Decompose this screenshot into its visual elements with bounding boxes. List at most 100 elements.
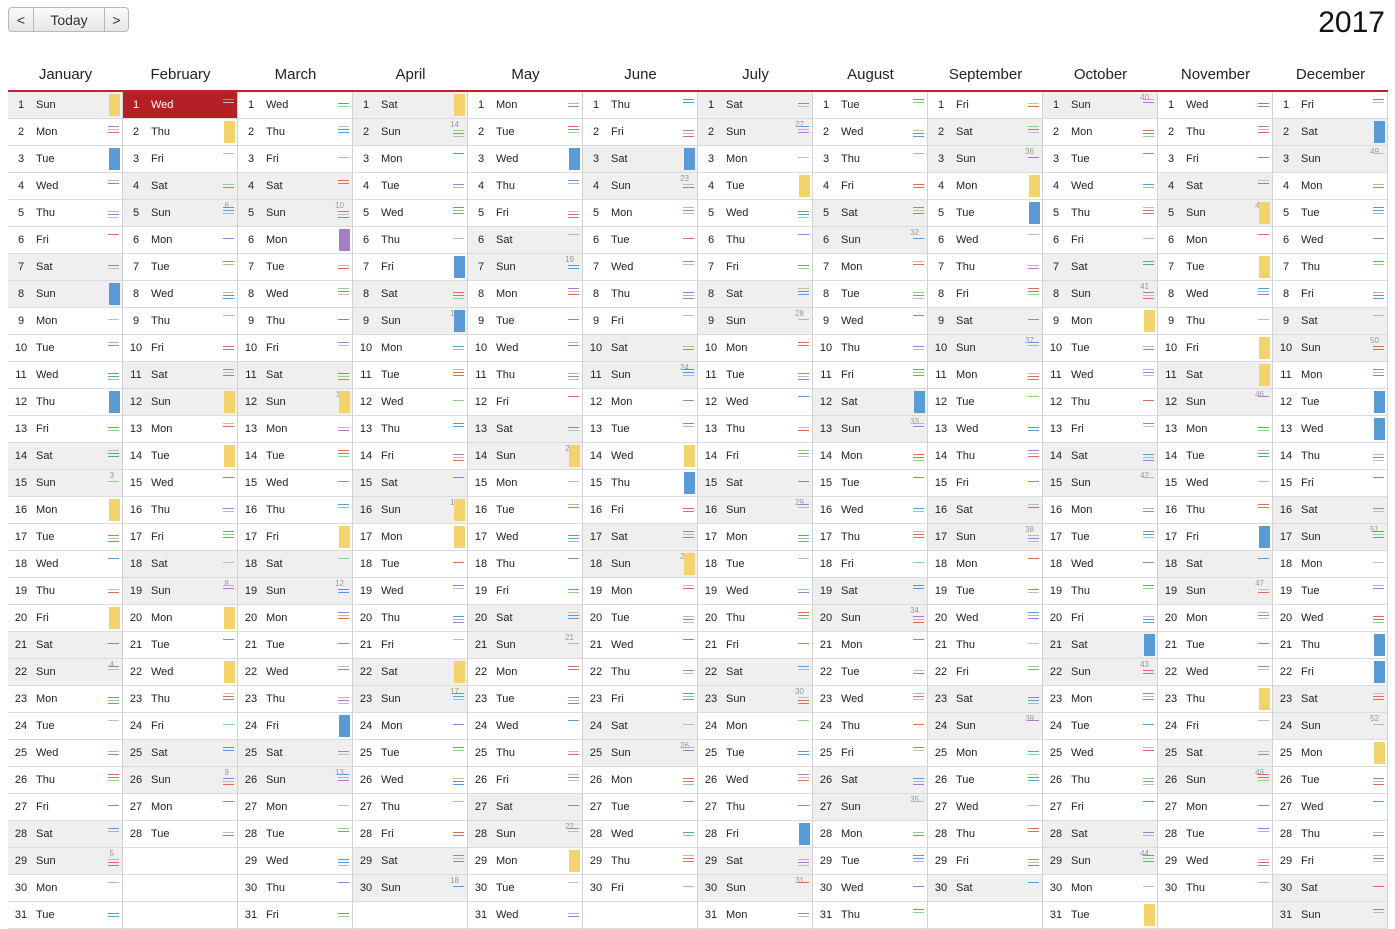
event-lines[interactable] [453,743,464,763]
event-lines[interactable] [338,176,349,196]
day-cell[interactable]: 25 Mon [1273,740,1387,767]
day-cell[interactable]: 23 Sun 17 [353,686,467,713]
day-cell[interactable]: 16 Mon [1043,497,1157,524]
event-lines[interactable] [913,500,924,520]
event-lines[interactable] [338,149,349,169]
day-cell[interactable]: 22 Sun 4 [8,659,122,686]
event-lines[interactable] [568,122,579,142]
event-lines[interactable] [1028,689,1039,709]
event-lines[interactable] [108,365,119,385]
event-lines[interactable] [913,527,924,547]
event-block[interactable] [684,445,695,467]
day-cell[interactable]: 27 Mon [238,794,352,821]
event-lines[interactable] [1373,608,1384,628]
day-cell[interactable]: 7 Mon [813,254,927,281]
event-lines[interactable] [683,176,694,196]
month-header-october[interactable]: October [1073,66,1128,83]
today-button[interactable]: Today [34,7,104,32]
event-lines[interactable] [1028,635,1039,655]
day-cell[interactable]: 17 Thu [813,524,927,551]
day-cell[interactable]: 11 Wed [8,362,122,389]
event-block[interactable] [1259,364,1270,386]
event-lines[interactable] [108,203,119,223]
day-cell[interactable]: 10 Sat [583,335,697,362]
day-cell[interactable]: 8 Wed [1158,281,1272,308]
day-cell[interactable]: 27 Mon [123,794,237,821]
day-cell[interactable]: 17 Fri [238,524,352,551]
event-lines[interactable] [683,122,694,142]
day-cell[interactable]: 10 Wed [468,335,582,362]
event-lines[interactable] [568,365,579,385]
day-cell[interactable]: 9 Thu [238,308,352,335]
day-cell[interactable]: 18 Mon [928,551,1042,578]
day-cell[interactable]: 21 Tue [238,632,352,659]
event-lines[interactable] [568,284,579,304]
event-lines[interactable] [568,338,579,358]
event-lines[interactable] [1258,392,1269,412]
event-lines[interactable] [1373,149,1384,169]
day-cell[interactable]: 5Sun45 [1158,200,1272,227]
event-block[interactable] [1374,121,1385,143]
day-cell[interactable]: 21 Tue [1158,632,1272,659]
day-cell[interactable]: 9 Thu [1158,308,1272,335]
event-lines[interactable] [1028,230,1039,250]
event-lines[interactable] [798,608,809,628]
event-lines[interactable] [683,230,694,250]
day-cell[interactable]: 13 Mon [238,416,352,443]
day-cell[interactable]: 18 Fri [813,551,927,578]
day-cell[interactable]: 1 Wed [238,92,352,119]
event-lines[interactable] [1258,824,1269,844]
event-lines[interactable] [913,851,924,871]
day-cell[interactable]: 17 Tue [8,524,122,551]
event-block[interactable] [684,472,695,494]
event-lines[interactable] [338,446,349,466]
day-cell[interactable]: 2 Sat [928,119,1042,146]
event-lines[interactable] [913,419,924,439]
day-cell[interactable]: 26 Sat [813,767,927,794]
day-cell[interactable]: 18 Wed [8,551,122,578]
day-cell[interactable]: 28 Tue [123,821,237,848]
day-cell[interactable]: 9 Fri [583,308,697,335]
event-lines[interactable] [1028,797,1039,817]
event-lines[interactable] [1028,419,1039,439]
event-block[interactable] [224,445,235,467]
event-lines[interactable] [798,311,809,331]
day-cell[interactable]: 19 Sun 8 [123,578,237,605]
event-lines[interactable] [338,257,349,277]
event-lines[interactable] [223,689,234,709]
day-cell[interactable]: 27 Fri [8,794,122,821]
event-lines[interactable] [453,392,464,412]
day-cell[interactable]: 15 Sat [353,470,467,497]
day-cell[interactable]: 10 Mon [353,335,467,362]
day-cell[interactable]: 27 Sat [468,794,582,821]
event-lines[interactable] [338,554,349,574]
event-lines[interactable] [338,878,349,898]
event-lines[interactable] [453,581,464,601]
day-cell[interactable]: 10 Mon [698,335,812,362]
event-lines[interactable] [1143,824,1154,844]
event-lines[interactable] [913,176,924,196]
event-lines[interactable] [1028,743,1039,763]
day-cell[interactable]: 16 Wed [813,497,927,524]
event-block[interactable] [109,148,120,170]
event-lines[interactable] [683,257,694,277]
day-cell[interactable]: 1 Fri [928,92,1042,119]
day-cell[interactable]: 26 Sun 48 [1158,767,1272,794]
day-cell[interactable]: 17 Tue [1043,524,1157,551]
event-lines[interactable] [913,662,924,682]
event-lines[interactable] [1373,176,1384,196]
event-lines[interactable] [338,284,349,304]
day-cell[interactable]: 11 Fri [813,362,927,389]
day-cell[interactable]: 9 Mon [8,308,122,335]
day-cell[interactable]: 27 Sun 35 [813,794,927,821]
event-lines[interactable] [683,284,694,304]
event-lines[interactable] [913,608,924,628]
event-block[interactable] [1259,256,1270,278]
day-cell[interactable]: 6 Sun 32 [813,227,927,254]
day-cell[interactable]: 27 Thu [353,794,467,821]
event-lines[interactable] [913,203,924,223]
day-cell[interactable]: 1 Sat [353,92,467,119]
event-lines[interactable] [108,743,119,763]
event-lines[interactable] [1258,851,1269,871]
day-cell[interactable]: 26 Fri [468,767,582,794]
